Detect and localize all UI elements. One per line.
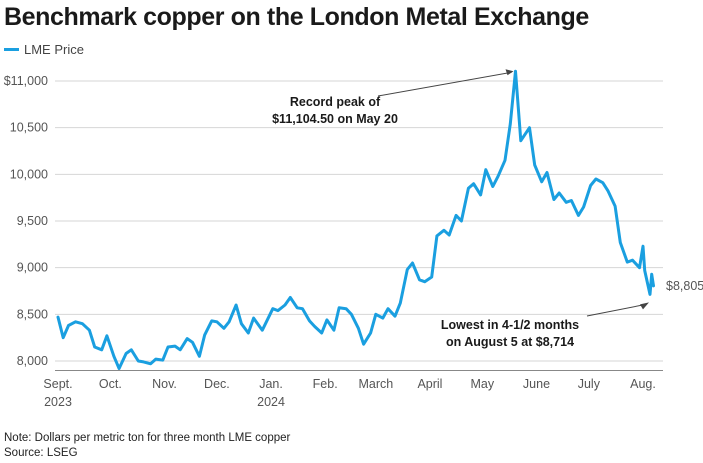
chart-notes: Note: Dollars per metric ton for three m… (4, 431, 290, 461)
peak-arrow-line (377, 71, 512, 97)
x-tick-label: Nov. (152, 377, 177, 391)
x-tick-label: Feb. (313, 377, 338, 391)
y-tick-label: 10,000 (10, 167, 48, 181)
peak-annotation-text: Record peak of (290, 95, 381, 109)
x-tick-label: May (471, 377, 495, 391)
x-tick-label: Aug. (630, 377, 656, 391)
x-tick-label: Jan. (259, 377, 283, 391)
line-chart: 8,0008,5009,0009,50010,00010,500$11,000 … (4, 69, 703, 409)
x-tick-label: June (523, 377, 550, 391)
end-value-label: $8,805 (666, 279, 703, 293)
y-tick-label: 9,000 (17, 261, 48, 275)
legend-label: LME Price (24, 42, 84, 57)
series-line-lme-price (56, 69, 655, 370)
low-annotation-text: on August 5 at $8,714 (446, 335, 574, 349)
x-tick-label: July (578, 377, 601, 391)
annotations: Record peak of $11,104.50 on May 20 Lowest… (272, 69, 649, 349)
chart-note: Note: Dollars per metric ton for three m… (4, 432, 291, 444)
y-tick-label: 10,500 (10, 121, 48, 135)
chart-source: Source: LSEG (4, 447, 78, 459)
grid-lines (55, 80, 663, 362)
legend-swatch (4, 48, 19, 51)
x-tick-sublabel: 2023 (44, 395, 72, 409)
y-tick-label: 9,500 (17, 214, 48, 228)
x-axis: Sept. 2023 Oct. Nov. Dec. Jan. 2024 Feb. March Ap… (43, 370, 663, 409)
x-tick-label: Dec. (204, 377, 230, 391)
y-axis: 8,000 8,500 9,000 9,500 10,000 10,500 $11,000 (4, 74, 48, 368)
y-tick-label: 8,500 (17, 307, 48, 321)
peak-annotation-text: $11,104.50 on May 20 (272, 112, 398, 126)
x-tick-sublabel: 2024 (257, 395, 285, 409)
x-tick-label: Oct. (99, 377, 122, 391)
peak-arrow-head (505, 69, 514, 76)
chart-legend: LME Price (4, 42, 84, 57)
x-tick-label: March (358, 377, 393, 391)
low-annotation-text: Lowest in 4-1/2 months (441, 318, 579, 332)
y-tick-label: 8,000 (17, 354, 48, 368)
x-tick-label: April (417, 377, 442, 391)
series-layer: $8,805 (56, 69, 703, 370)
x-tick-label: Sept. (43, 377, 72, 391)
low-arrow-line (586, 303, 647, 317)
low-arrow-head (639, 302, 649, 310)
chart-title: Benchmark copper on the London Metal Exc… (4, 3, 589, 31)
y-tick-label: $11,000 (4, 74, 48, 88)
